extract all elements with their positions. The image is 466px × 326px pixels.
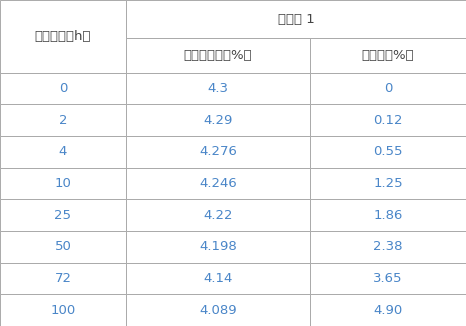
Bar (126, 200, 310, 231)
Text: 氯化汞含量（%）: 氯化汞含量（%） (184, 49, 252, 62)
Text: 4.29: 4.29 (203, 114, 233, 127)
Bar (310, 73, 466, 104)
Text: 3.65: 3.65 (373, 272, 403, 285)
Bar (126, 104, 310, 136)
Text: 100: 100 (50, 304, 75, 317)
Text: 4.246: 4.246 (199, 177, 237, 190)
Bar (0, 231, 126, 263)
Text: 2: 2 (59, 114, 67, 127)
Bar (126, 0, 466, 38)
Bar (310, 231, 466, 263)
Bar (310, 104, 466, 136)
Bar (0, 0, 126, 73)
Text: 50: 50 (55, 240, 71, 253)
Text: 损失率（%）: 损失率（%） (362, 49, 414, 62)
Bar (126, 168, 310, 200)
Text: 25: 25 (55, 209, 71, 222)
Bar (310, 294, 466, 326)
Bar (310, 263, 466, 294)
Text: 4.198: 4.198 (199, 240, 237, 253)
Text: 2.38: 2.38 (373, 240, 403, 253)
Bar (0, 263, 126, 294)
Text: 4.089: 4.089 (199, 304, 237, 317)
Text: 72: 72 (55, 272, 71, 285)
Bar (0, 168, 126, 200)
Bar (310, 168, 466, 200)
Text: 10: 10 (55, 177, 71, 190)
Bar (0, 104, 126, 136)
Bar (0, 136, 126, 168)
Bar (126, 263, 310, 294)
Bar (126, 136, 310, 168)
Bar (126, 231, 310, 263)
Bar (0, 294, 126, 326)
Text: 0.12: 0.12 (373, 114, 403, 127)
Bar (0, 73, 126, 104)
Text: 1.25: 1.25 (373, 177, 403, 190)
Bar (0, 200, 126, 231)
Text: 0.55: 0.55 (373, 145, 403, 158)
Text: 4.276: 4.276 (199, 145, 237, 158)
Bar (310, 200, 466, 231)
Bar (310, 136, 466, 168)
Text: 4: 4 (59, 145, 67, 158)
Text: 4.14: 4.14 (203, 272, 233, 285)
Text: 0: 0 (384, 82, 392, 95)
Bar (126, 73, 310, 104)
Text: 0: 0 (59, 82, 67, 95)
Text: 1.86: 1.86 (373, 209, 403, 222)
Text: 4.22: 4.22 (203, 209, 233, 222)
Text: 4.90: 4.90 (373, 304, 403, 317)
Text: 4.3: 4.3 (207, 82, 228, 95)
Bar (126, 294, 310, 326)
Text: 实施例 1: 实施例 1 (278, 13, 314, 26)
Text: 试验时间（h）: 试验时间（h） (34, 30, 91, 43)
Bar (126, 38, 310, 73)
Bar (310, 38, 466, 73)
